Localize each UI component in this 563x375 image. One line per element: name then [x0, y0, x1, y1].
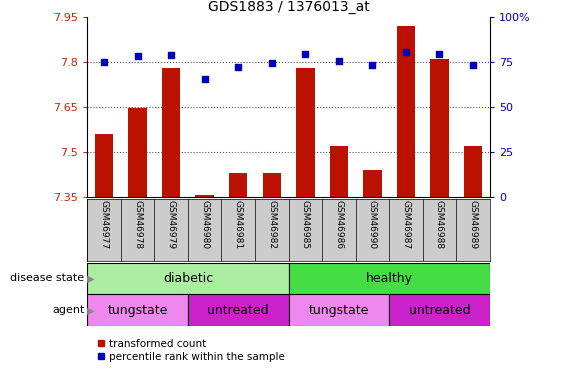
Bar	[389, 294, 490, 326]
Text: GSM46978: GSM46978	[133, 200, 142, 249]
Point	[401, 49, 410, 55]
Text: GSM46979: GSM46979	[167, 200, 176, 249]
Bar	[87, 262, 289, 294]
Point	[234, 64, 243, 70]
Text: GSM46980: GSM46980	[200, 200, 209, 249]
Text: GSM46987: GSM46987	[401, 200, 410, 249]
Bar	[195, 195, 214, 197]
Text: GSM46988: GSM46988	[435, 200, 444, 249]
Text: ▶: ▶	[84, 305, 95, 315]
Point	[167, 52, 176, 58]
Text: GSM46985: GSM46985	[301, 200, 310, 249]
Bar	[95, 134, 113, 197]
Title: GDS1883 / 1376013_at: GDS1883 / 1376013_at	[208, 0, 369, 15]
Text: GSM46982: GSM46982	[267, 200, 276, 249]
Point	[267, 60, 276, 66]
Bar	[188, 294, 289, 326]
Bar	[229, 173, 248, 197]
Bar	[329, 146, 348, 197]
Point	[301, 51, 310, 57]
Point	[133, 54, 142, 60]
Bar	[162, 68, 180, 197]
Text: healthy: healthy	[366, 272, 413, 285]
Text: GSM46990: GSM46990	[368, 200, 377, 249]
Point	[334, 58, 343, 64]
Text: tungstate: tungstate	[309, 304, 369, 317]
Bar	[363, 170, 382, 197]
Text: diabetic: diabetic	[163, 272, 213, 285]
Bar	[397, 26, 415, 197]
Text: GSM46977: GSM46977	[100, 200, 109, 249]
Bar	[128, 108, 147, 197]
Legend: transformed count, percentile rank within the sample: transformed count, percentile rank withi…	[92, 334, 289, 366]
Bar	[87, 294, 188, 326]
Text: GSM46989: GSM46989	[468, 200, 477, 249]
Text: disease state: disease state	[10, 273, 84, 284]
Text: agent: agent	[52, 305, 84, 315]
Text: tungstate: tungstate	[108, 304, 168, 317]
Text: untreated: untreated	[207, 304, 269, 317]
Point	[100, 59, 109, 65]
Bar	[289, 294, 389, 326]
Text: GSM46986: GSM46986	[334, 200, 343, 249]
Bar	[464, 146, 482, 197]
Bar	[430, 59, 449, 197]
Text: untreated: untreated	[409, 304, 470, 317]
Bar	[296, 68, 315, 197]
Bar	[289, 262, 490, 294]
Text: GSM46981: GSM46981	[234, 200, 243, 249]
Point	[468, 62, 477, 68]
Point	[435, 51, 444, 57]
Point	[200, 76, 209, 82]
Text: ▶: ▶	[84, 273, 95, 284]
Point	[368, 62, 377, 68]
Bar	[262, 173, 281, 197]
